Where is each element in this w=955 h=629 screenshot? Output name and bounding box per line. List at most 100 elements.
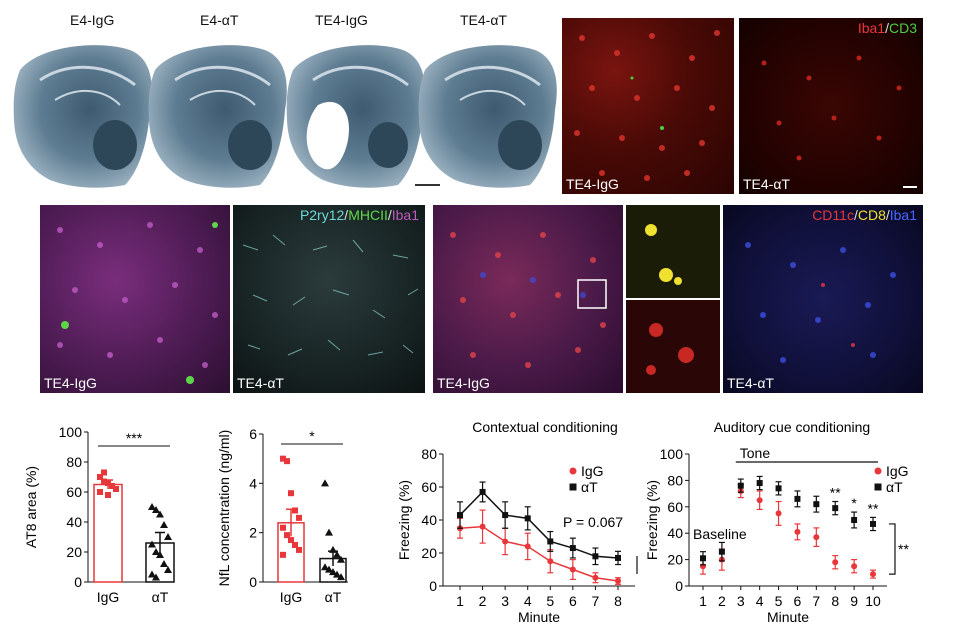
y-tick-label: 40 [667, 525, 683, 541]
data-point [280, 524, 286, 531]
brain-label-e4-at: E4-αT [200, 12, 239, 28]
brain-images [13, 45, 557, 188]
data-point [280, 551, 286, 558]
y-tick-label: 4 [249, 475, 257, 491]
micrograph-inset-cd8 [626, 205, 720, 298]
y-tick-label: 40 [66, 514, 82, 530]
legend-marker [569, 483, 577, 491]
x-tick-label: 3 [501, 593, 509, 609]
data-point [321, 563, 329, 571]
cell-texture [574, 30, 720, 181]
micrograph-tag: TE4-IgG [566, 176, 619, 192]
data-point [569, 545, 576, 552]
x-tick-label: 8 [831, 593, 839, 609]
tone-label: Tone [740, 445, 771, 461]
micrograph-legend: Iba1/CD3 [858, 20, 917, 36]
x-tick-label: αT [325, 589, 342, 605]
data-point [152, 573, 160, 581]
data-point [288, 490, 294, 497]
micrograph-tag: TE4-IgG [44, 375, 97, 391]
significance-label: ** [868, 500, 879, 516]
data-point [113, 486, 119, 492]
cell-texture [761, 55, 902, 161]
legend-iba1: Iba1 [857, 20, 886, 36]
data-point [321, 479, 329, 487]
data-point [502, 512, 509, 519]
x-tick-label: 7 [812, 593, 820, 609]
series-line [459, 525, 619, 582]
data-point [148, 540, 156, 548]
data-point [329, 568, 337, 576]
data-point [337, 555, 345, 563]
x-tick-label: 9 [850, 593, 858, 609]
legend-marker [569, 467, 577, 475]
data-point [325, 528, 333, 536]
y-tick-label: 100 [660, 446, 684, 462]
legend-sep: / [853, 207, 858, 223]
brain-label-te4-igg: TE4-IgG [315, 12, 368, 28]
micrograph-tag: TE4-IgG [437, 375, 490, 391]
y-tick-label: 60 [66, 484, 82, 500]
x-tick-label: 4 [756, 593, 764, 609]
data-point [851, 563, 858, 570]
data-point [284, 458, 290, 465]
data-point [813, 534, 820, 541]
micrograph-legend: CD11c/CD8/Iba1 [812, 207, 917, 223]
x-tick-label: 5 [546, 593, 554, 609]
data-point [296, 514, 302, 521]
data-point [718, 548, 725, 555]
x-tick-label: IgG [280, 589, 303, 605]
x-tick-label: 6 [794, 593, 802, 609]
data-point [97, 474, 103, 480]
data-point [337, 573, 345, 581]
legend-mhcii: MHCII [348, 207, 388, 223]
x-tick-label: 3 [737, 593, 745, 609]
brain-label-e4-igg: E4-IgG [70, 12, 115, 28]
data-point [756, 497, 763, 504]
y-tick-label: 6 [249, 426, 257, 442]
legend-cd11c: CD11c [812, 207, 854, 223]
bracket-significance: ** [898, 541, 909, 557]
legend-cd3: CD3 [888, 20, 917, 36]
x-tick-label: 6 [569, 593, 577, 609]
data-point [547, 558, 554, 565]
data-point [105, 480, 111, 486]
data-point [101, 478, 107, 485]
data-point [329, 545, 337, 553]
significance-label: *** [126, 430, 143, 446]
micrograph-tag: TE4-αT [237, 375, 284, 391]
y-axis-label: Freezing (%) [645, 480, 660, 560]
data-point [502, 538, 509, 545]
significance-label: * [851, 495, 857, 511]
legend-marker [874, 467, 882, 475]
micrograph-iba1-cd3-igg: TE4-IgG [562, 18, 734, 194]
x-tick-label: 1 [699, 593, 707, 609]
data-point [794, 528, 801, 535]
data-point [615, 578, 621, 585]
legend-label: IgG [886, 463, 909, 479]
micrograph-cd11c-igg: TE4-IgG [433, 205, 623, 393]
data-point [832, 505, 839, 512]
data-point [292, 507, 298, 514]
x-tick-label: IgG [97, 589, 120, 605]
brain-te4-at [418, 45, 557, 188]
y-tick-label: 80 [421, 446, 437, 462]
chart-title: Auditory cue conditioning [714, 419, 870, 435]
data-point [164, 566, 172, 573]
cell-texture [57, 222, 218, 384]
chart-auditory-cue-conditioning: Auditory cue conditioning 0 20 40 60 80 100 1 2 3… [645, 419, 909, 625]
significance-label: * [309, 428, 315, 444]
data-point [292, 542, 298, 548]
data-point [851, 517, 858, 523]
data-point [457, 512, 463, 519]
baseline-label: Baseline [693, 526, 747, 542]
micrograph-inset-cd11c [626, 300, 720, 393]
data-point [152, 506, 160, 513]
legend-marker [874, 483, 882, 491]
cell-texture [242, 234, 419, 356]
data-point [737, 482, 744, 489]
y-tick-label: 40 [421, 512, 437, 528]
data-point [160, 521, 168, 528]
data-point [333, 550, 341, 558]
brain-label-te4-at: TE4-αT [460, 12, 507, 28]
